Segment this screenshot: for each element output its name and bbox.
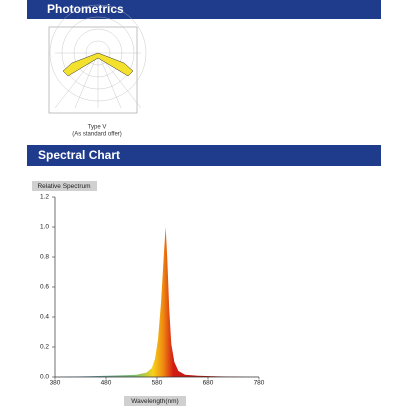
x-tick-label: 380 [50, 380, 61, 387]
y-tick-label: 0.2 [40, 344, 49, 351]
x-tick-label: 780 [254, 380, 265, 387]
header-bar [27, 145, 381, 166]
y-tick-label: 0.8 [40, 254, 49, 261]
spectrum-area [55, 227, 259, 377]
section-title: Spectral Chart [38, 148, 120, 162]
y-tick-label: 1.0 [40, 224, 49, 231]
y-tick-label: 1.2 [40, 194, 49, 201]
x-axis-label: Wavelength(nm) [131, 398, 178, 405]
y-label-box [32, 181, 97, 191]
caption: Type V [88, 125, 107, 131]
x-tick-label: 680 [203, 380, 214, 387]
caption-note: (As standard offer) [72, 132, 122, 138]
x-label-box [124, 396, 186, 406]
y-axis-label: Relative Spectrum [37, 183, 90, 190]
y-tick-label: 0.4 [40, 314, 49, 321]
x-tick-label: 480 [101, 380, 112, 387]
header-bar [27, 0, 381, 19]
x-tick-label: 580 [152, 380, 163, 387]
y-tick-label: 0.6 [40, 284, 49, 291]
y-tick-label: 0.0 [40, 374, 49, 381]
plot: 0.0 0.2 0.4 0.6 0.8 1.0 1.2 380 480 580 680 780 [40, 194, 265, 387]
section-title: Photometrics [47, 2, 124, 16]
polar-diagram [48, 4, 147, 114]
